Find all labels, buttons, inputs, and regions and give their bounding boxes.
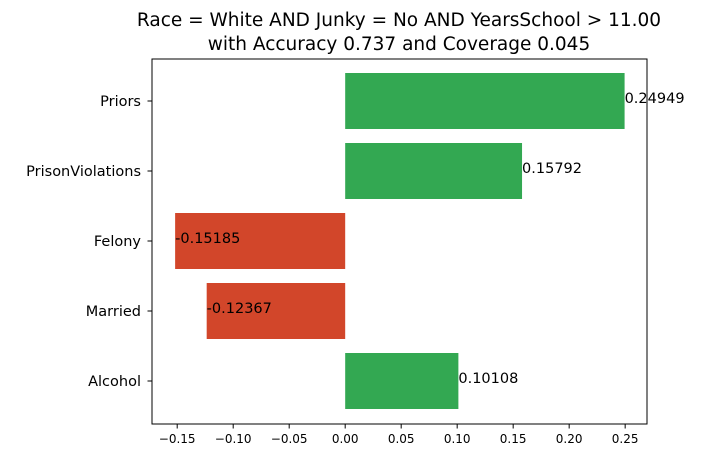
x-tick-label: 0.15 <box>500 432 527 446</box>
plot-area: Priors 0.24949 PrisonViolations 0.15792 Felo… <box>26 58 685 446</box>
bar <box>345 73 625 129</box>
x-tick-label: −0.05 <box>271 432 308 446</box>
bar <box>345 353 459 409</box>
x-tick-label: 0.05 <box>388 432 415 446</box>
data-label: 0.24949 <box>625 91 685 107</box>
bar <box>206 283 346 339</box>
x-tick-label: 0.00 <box>332 432 359 446</box>
data-label: -0.15185 <box>175 231 240 247</box>
x-tick-label: −0.15 <box>159 432 196 446</box>
data-label: 0.15792 <box>522 161 582 177</box>
x-tick-label: 0.25 <box>612 432 639 446</box>
bar <box>175 213 346 269</box>
chart-subtitle: with Accuracy 0.737 and Coverage 0.045 <box>208 34 590 55</box>
x-tick-label: 0.10 <box>444 432 471 446</box>
x-tick-label: −0.10 <box>215 432 252 446</box>
data-label: -0.12367 <box>207 301 272 317</box>
bar <box>345 143 523 199</box>
chart-title: Race = White AND Junky = No AND YearsSch… <box>137 10 661 31</box>
data-label: 0.10108 <box>458 371 518 387</box>
y-tick-label: Married <box>86 304 141 320</box>
axes-frame <box>151 58 648 425</box>
x-tick-label: 0.20 <box>556 432 583 446</box>
y-tick-label: Felony <box>94 234 142 250</box>
y-tick-label: Priors <box>100 94 141 110</box>
y-tick-label: Alcohol <box>88 374 141 390</box>
y-tick-label: PrisonViolations <box>26 164 141 180</box>
